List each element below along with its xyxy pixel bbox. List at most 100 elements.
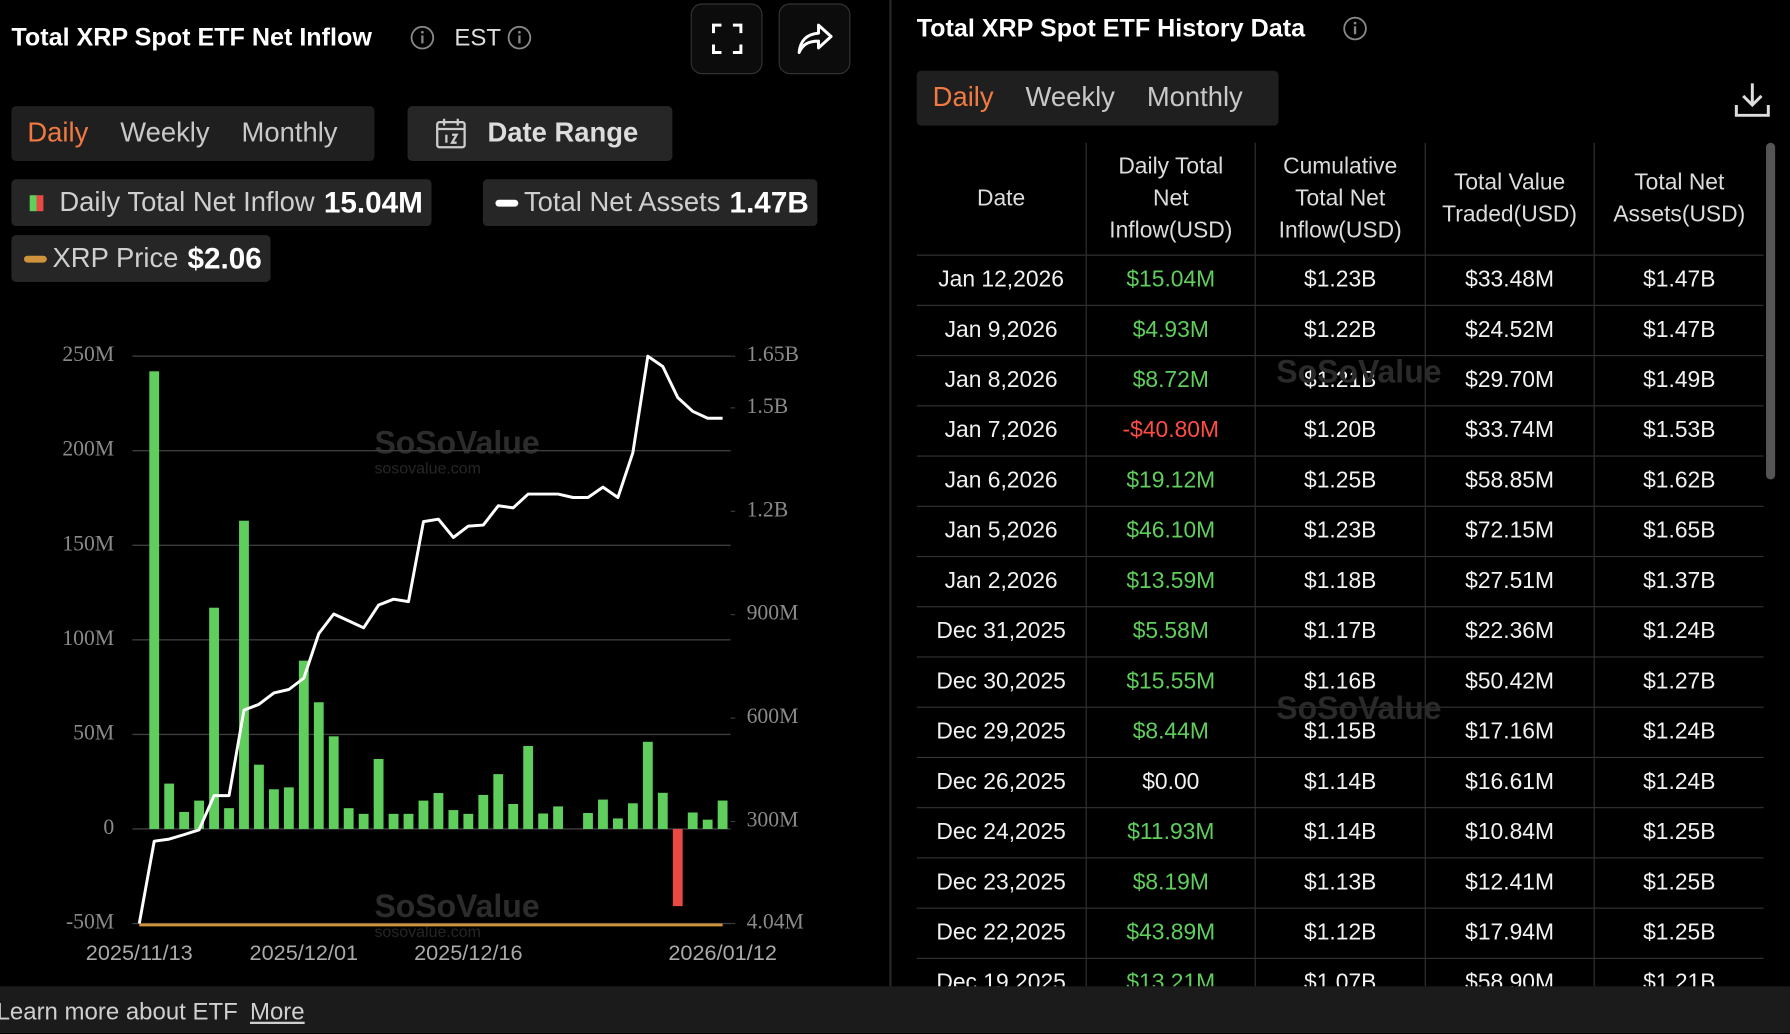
table-cell: $13.59M <box>1085 555 1257 608</box>
watermark-site: sosovalue.com <box>374 924 481 941</box>
bar <box>523 745 534 829</box>
tab[interactable]: Daily <box>932 82 994 114</box>
legend-name: Daily Total Net Inflow <box>59 186 315 218</box>
bar <box>463 813 474 829</box>
table-row: Dec 31,2025 $5.58M $1.17B $22.36M $1.24B <box>916 606 1764 658</box>
table-cell: Dec 23,2025 <box>916 857 1087 909</box>
watermark: SoSoValue <box>1276 353 1442 390</box>
y-tick-label: 50M <box>73 720 114 744</box>
scrollbar[interactable] <box>1766 142 1776 480</box>
column-header: Cumulative Total Net Inflow(USD) <box>1254 142 1426 256</box>
table-row: Dec 29,2025 $8.44M $1.15B $17.16M $1.24B <box>916 706 1764 759</box>
table-cell: Dec 29,2025 <box>916 706 1087 759</box>
calendar-icon <box>436 118 466 149</box>
bar <box>313 702 324 829</box>
table-cell: $8.72M <box>1085 355 1257 407</box>
table-cell: $1.21B <box>1593 957 1764 987</box>
table-cell: $1.07B <box>1254 957 1426 987</box>
tab[interactable]: Daily <box>27 117 89 149</box>
watermark: SoSoValue <box>374 888 539 924</box>
download-icon[interactable] <box>1733 80 1772 119</box>
share-icon <box>797 23 832 54</box>
bar <box>627 803 638 829</box>
bar <box>164 783 175 829</box>
info-icon[interactable] <box>507 25 532 50</box>
timezone[interactable]: EST <box>454 25 501 52</box>
tab[interactable]: Monthly <box>1146 82 1243 114</box>
period-tabs: Daily Weekly Monthly <box>11 106 375 161</box>
legend-value: 15.04M <box>323 184 423 220</box>
table-cell: Jan 2,2026 <box>916 555 1087 608</box>
info-icon[interactable] <box>410 25 435 50</box>
table-cell: $10.84M <box>1424 807 1595 859</box>
table-cell: $19.12M <box>1085 455 1257 507</box>
table-cell: Dec 22,2025 <box>916 907 1087 959</box>
legend-item[interactable]: XRP Price $2.06 <box>11 235 271 282</box>
table-cell: $43.89M <box>1085 907 1257 959</box>
tab[interactable]: Weekly <box>1025 82 1115 114</box>
table-cell: $58.90M <box>1424 957 1595 987</box>
share-button[interactable] <box>778 3 851 75</box>
table-cell: Dec 31,2025 <box>916 606 1087 658</box>
bar <box>642 741 653 829</box>
table-cell: $1.15B <box>1254 706 1426 759</box>
table-cell: $1.23B <box>1254 254 1426 306</box>
table-row: Jan 12,2026 $15.04M $1.23B $33.48M $1.47B <box>916 254 1764 306</box>
table-cell: $17.16M <box>1424 706 1595 759</box>
date-range-button[interactable]: Date Range <box>407 106 673 161</box>
footer-link[interactable]: More <box>250 998 305 1026</box>
bar <box>283 787 294 829</box>
legend-name: XRP Price <box>52 242 179 274</box>
table-cell: $58.85M <box>1424 455 1595 507</box>
info-icon[interactable] <box>1342 16 1367 41</box>
y2-tick-label: 900M <box>747 601 799 625</box>
table-cell: Jan 9,2026 <box>916 304 1087 357</box>
table-cell: $1.18B <box>1254 555 1426 608</box>
table-cell: $1.37B <box>1593 555 1764 608</box>
panel-title: Total XRP Spot ETF Net Inflow <box>11 22 372 52</box>
bar <box>403 813 414 829</box>
legend-item[interactable]: Daily Total Net Inflow 15.04M <box>11 179 432 227</box>
y2-tick-label: 1.5B <box>747 394 789 418</box>
bar <box>239 520 249 829</box>
table-cell: $24.52M <box>1424 304 1595 357</box>
y2-tick-label: 1.65B <box>747 342 799 366</box>
bar <box>672 828 683 907</box>
legend-item[interactable]: Total Net Assets 1.47B <box>482 179 818 227</box>
bar <box>433 793 444 829</box>
x-tick-label: 2025/12/01 <box>250 940 359 965</box>
table-row: Jan 5,2026 $46.10M $1.23B $72.15M $1.65B <box>916 505 1764 558</box>
bar <box>508 803 519 829</box>
bar <box>598 799 608 829</box>
table-cell: Jan 12,2026 <box>916 254 1087 306</box>
table-cell: Jan 5,2026 <box>916 505 1087 558</box>
y2-tick-label: 1.2B <box>747 497 789 521</box>
tab[interactable]: Monthly <box>241 117 338 149</box>
table-cell: $1.47B <box>1593 304 1764 357</box>
fullscreen-button[interactable] <box>690 3 763 75</box>
header-row: Date Daily Total Net Inflow(USD) Cumulativ… <box>916 142 1764 256</box>
table-row: Jan 6,2026 $19.12M $1.25B $58.85M $1.62B <box>916 455 1764 507</box>
y2-tick-label: 4.04M <box>747 910 804 934</box>
watermark-site: sosovalue.com <box>374 460 481 477</box>
table-cell: Dec 30,2025 <box>916 656 1087 708</box>
table-cell: Jan 8,2026 <box>916 355 1087 407</box>
table-cell: Jan 6,2026 <box>916 455 1087 507</box>
bar <box>179 811 190 829</box>
legend-value: $2.06 <box>187 240 262 276</box>
bar <box>493 774 504 829</box>
tab[interactable]: Weekly <box>120 117 210 149</box>
table-cell: $1.17B <box>1254 606 1426 658</box>
table-cell: $1.62B <box>1593 455 1764 507</box>
bar <box>717 800 728 829</box>
table-cell: $1.24B <box>1593 606 1764 658</box>
table-cell: Jan 7,2026 <box>916 405 1087 457</box>
table-cell: Dec 24,2025 <box>916 807 1087 859</box>
table-cell: $0.00 <box>1085 756 1257 809</box>
bar <box>224 808 234 829</box>
y-tick-label: 250M <box>62 342 114 366</box>
table-row: Dec 23,2025 $8.19M $1.13B $12.41M $1.25B <box>916 857 1764 909</box>
watermark: SoSoValue <box>374 425 539 461</box>
table-cell: $46.10M <box>1085 505 1257 558</box>
x-tick-label: 2025/11/13 <box>86 940 193 965</box>
